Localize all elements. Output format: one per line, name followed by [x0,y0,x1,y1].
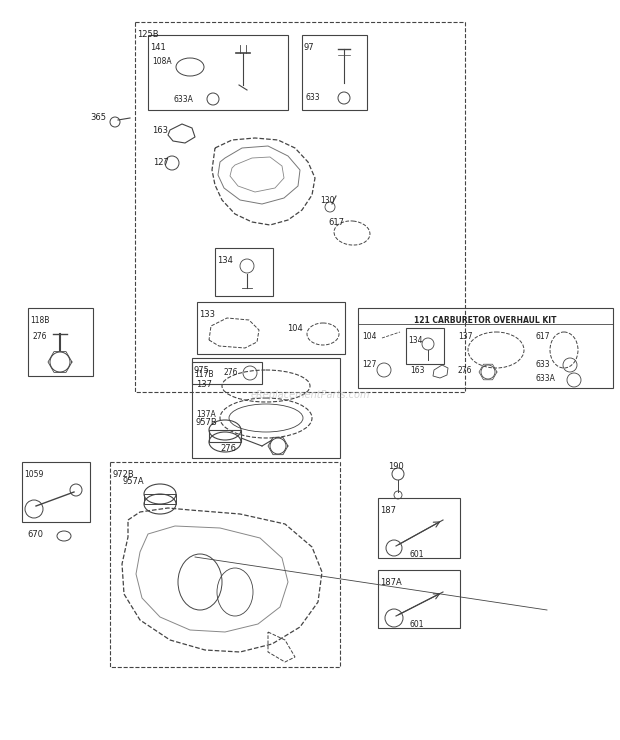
Bar [192,362,262,384]
Text: 137: 137 [458,332,472,341]
Bar [28,308,93,376]
Text: 957B: 957B [195,418,217,427]
Bar [378,570,460,628]
Bar [209,430,241,442]
Text: 633: 633 [306,93,321,102]
Bar [135,22,465,392]
Text: 104: 104 [362,332,376,341]
Bar [215,248,273,296]
Text: 121 CARBURETOR OVERHAUL KIT: 121 CARBURETOR OVERHAUL KIT [414,316,557,325]
Text: 633A: 633A [173,95,193,104]
Text: 104: 104 [287,324,303,333]
Text: 127: 127 [362,360,376,369]
Bar [358,308,613,388]
Text: 276: 276 [458,366,472,375]
Text: 127: 127 [153,158,169,167]
Bar [192,358,340,458]
Text: 633A: 633A [536,374,556,383]
Bar [144,494,176,504]
Text: 108A: 108A [152,57,172,66]
Text: 601: 601 [410,620,425,629]
Bar [378,498,460,558]
Text: 187: 187 [380,506,396,515]
Text: 617: 617 [328,218,344,227]
Text: 670: 670 [27,530,43,539]
Text: 125B: 125B [137,30,159,39]
Bar [22,462,90,522]
Text: 617: 617 [536,332,551,341]
Text: 133: 133 [199,310,215,319]
Text: 1059: 1059 [24,470,43,479]
Bar [197,302,345,354]
Text: 601: 601 [410,550,425,559]
Text: 365: 365 [90,113,106,122]
Text: 163: 163 [152,126,168,135]
Text: 276: 276 [224,368,239,377]
Text: 134: 134 [217,256,233,265]
Bar [148,35,288,110]
Text: 972B: 972B [112,470,134,479]
Text: 134: 134 [408,336,422,345]
Text: 130: 130 [320,196,335,205]
Text: 118B: 118B [30,316,50,325]
Text: eReplacementParts.com: eReplacementParts.com [250,390,370,400]
Text: 633: 633 [536,360,551,369]
Text: 137A: 137A [196,410,216,419]
Text: 137: 137 [196,380,212,389]
Bar [302,35,367,110]
Bar [406,328,444,364]
Text: 141: 141 [150,43,166,52]
Bar [110,462,340,667]
Text: 187A: 187A [380,578,402,587]
Text: 163: 163 [410,366,425,375]
Text: 276: 276 [220,444,236,453]
Text: 97: 97 [304,43,314,52]
Text: 117B: 117B [194,370,213,379]
Text: 975: 975 [194,366,210,375]
Text: 276: 276 [32,332,46,341]
Text: 957A: 957A [122,477,144,486]
Text: 190: 190 [388,462,404,471]
